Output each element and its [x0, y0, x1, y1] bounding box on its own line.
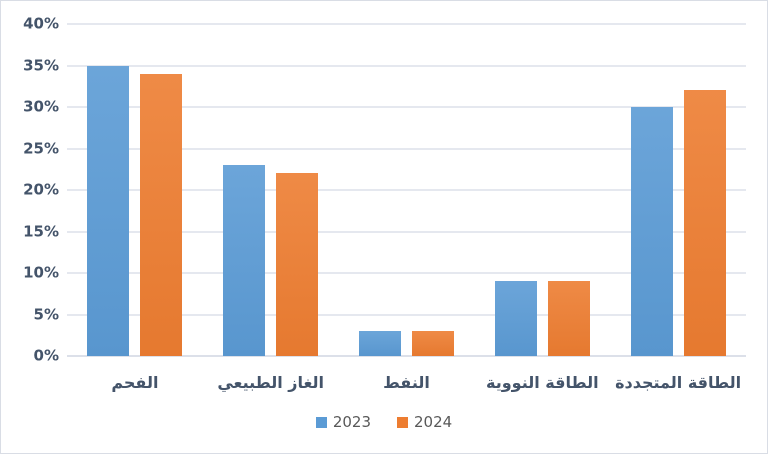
gridline	[67, 64, 746, 67]
y-axis-tick-label: 25%	[23, 139, 59, 157]
gridlines	[67, 23, 746, 357]
y-axis-tick-label: 15%	[23, 222, 59, 240]
x-axis-category-label: الغاز الطبيعي	[217, 373, 325, 392]
bar-2024	[140, 73, 183, 356]
legend-item-2023: 2023	[315, 413, 371, 431]
gridline	[67, 230, 746, 233]
x-axis-category-label: الفحم	[111, 373, 159, 392]
y-axis-tick-label: 20%	[23, 180, 59, 199]
legend-item-2024: 2024	[397, 415, 452, 430]
bar-group	[339, 24, 475, 356]
gridline	[67, 355, 746, 357]
x-axis-category-label: الطاقة المتجددة	[615, 373, 742, 392]
bar-2023	[358, 331, 401, 356]
y-axis-tick-label: 35%	[23, 56, 59, 74]
gridline	[67, 272, 746, 274]
legend-swatch	[397, 417, 408, 428]
y-axis-tick-label: 10%	[23, 263, 59, 282]
y-axis-tick-label: 40%	[23, 14, 59, 33]
gridline	[67, 313, 746, 316]
bar-group	[67, 24, 203, 356]
bar-groups	[67, 24, 746, 356]
gridline	[67, 106, 746, 108]
y-axis-tick-label: 5%	[33, 305, 59, 323]
bar-2023	[630, 107, 673, 356]
bar-2024	[547, 281, 590, 356]
gridline	[67, 23, 746, 25]
bar-2024	[276, 173, 319, 356]
legend: 2023 2024	[1, 415, 767, 430]
y-axis-tick-label: 30%	[23, 97, 59, 116]
y-axis-tick-label: 0%	[33, 346, 59, 365]
y-axis-labels: 0% 5% 10% 15% 20% 25% 30% 35% 40%	[23, 16, 746, 363]
plot-area: 0% 5% 10% 15% 20% 25% 30% 35% 40%	[23, 16, 746, 363]
x-axis-category-label: النفط	[383, 373, 430, 392]
bar-2023	[87, 65, 130, 356]
bar-group	[203, 24, 339, 356]
bar-2023	[494, 281, 537, 356]
gridline	[67, 147, 746, 150]
bar-group	[474, 24, 610, 356]
bar-group	[610, 24, 746, 356]
bar-2024	[683, 90, 726, 356]
legend-swatch	[315, 417, 327, 428]
legend-label: 2024	[414, 413, 453, 431]
bar-2023	[223, 165, 266, 356]
legend-label: 2023	[332, 413, 371, 431]
x-axis-labels: الفحم الغاز الطبيعي النفط الطاقة النووية الط…	[67, 369, 746, 399]
x-axis-category-label: الطاقة النووية	[486, 373, 599, 392]
gridline	[67, 189, 746, 191]
bar-2024	[411, 331, 454, 356]
